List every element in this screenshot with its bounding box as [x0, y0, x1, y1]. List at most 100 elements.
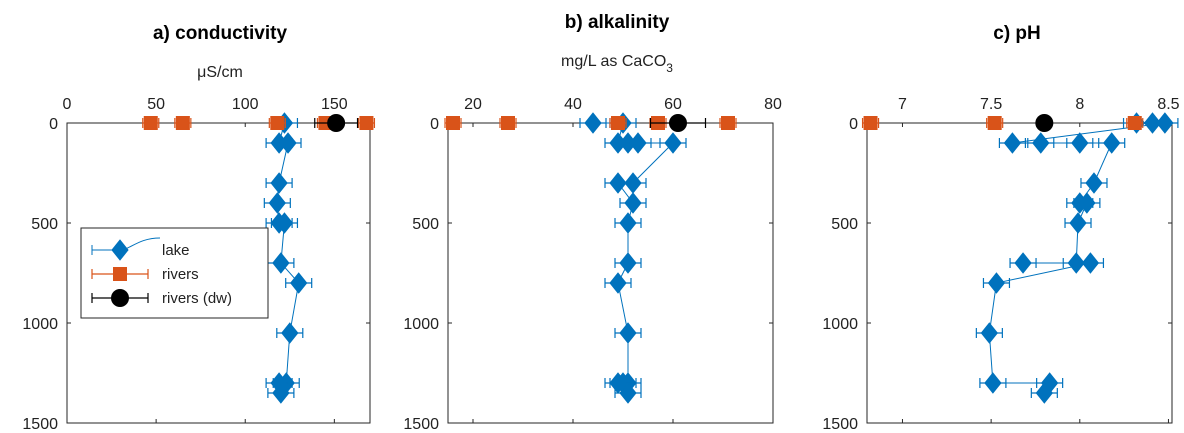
panel-conductivity: a) conductivity μS/cm 0 50 100 150050010001…: [22, 23, 376, 433]
data-point: [175, 116, 190, 130]
plot-area: [66, 122, 371, 424]
series-rivers-dw: [649, 114, 707, 132]
data-point: [270, 172, 288, 194]
legend: lake rivers rivers (dw): [80, 227, 269, 319]
data-point: [1071, 132, 1089, 154]
x-tick-label: 60: [664, 96, 682, 113]
data-point: [1156, 112, 1174, 134]
legend-marker: [111, 239, 129, 261]
legend-label: lake: [162, 242, 190, 259]
data-point: [290, 272, 308, 294]
data-point: [619, 382, 637, 404]
data-point: [584, 112, 602, 134]
data-point: [1078, 192, 1096, 214]
y-tick-label: 500: [412, 216, 439, 233]
x-tick-label: 100: [232, 96, 259, 113]
legend-label: rivers: [162, 266, 199, 283]
data-point: [609, 272, 627, 294]
legend-item-lake: lake: [91, 237, 190, 261]
series-rivers: [861, 116, 1144, 130]
x-tick-label: 8: [1075, 96, 1084, 113]
y-tick-label: 1000: [403, 316, 439, 333]
data-point: [987, 272, 1006, 294]
legend-item-rivers: rivers: [91, 266, 199, 283]
data-point: [619, 322, 637, 344]
legend-label: rivers (dw): [162, 290, 232, 307]
series-line: [593, 122, 675, 394]
series-lake: [579, 112, 687, 404]
x-tick-label: 7: [898, 96, 907, 113]
series-rivers-dw: [314, 114, 359, 132]
data-point: [359, 116, 374, 130]
data-point: [268, 192, 286, 214]
legend-marker: [113, 267, 127, 281]
y-tick-label: 0: [49, 116, 58, 133]
data-point: [1032, 132, 1050, 154]
data-point: [624, 192, 642, 214]
y-tick-label: 1500: [22, 416, 58, 433]
y-tick-label: 0: [849, 116, 858, 133]
axis-label-base: mg/L as CaCO: [561, 53, 666, 70]
data-point: [619, 252, 637, 274]
data-point: [664, 132, 682, 154]
data-point: [1067, 252, 1085, 274]
data-point: [279, 132, 297, 154]
series-lake: [263, 112, 313, 404]
series-rivers-dw: [1035, 114, 1054, 132]
x-tick-label: 20: [464, 96, 482, 113]
series-rivers: [142, 116, 376, 130]
panel-title: b) alkalinity: [565, 12, 670, 33]
data-point: [1035, 382, 1053, 404]
panel-title: a) conductivity: [153, 23, 288, 44]
data-point: [980, 322, 998, 344]
data-point: [270, 116, 285, 130]
y-tick-label: 1000: [22, 316, 58, 333]
series-lake: [975, 112, 1179, 404]
y-tick-label: 1000: [822, 316, 858, 333]
data-point: [611, 116, 625, 130]
y-tick-label: 500: [31, 216, 58, 233]
y-tick-label: 1500: [822, 416, 858, 433]
data-point: [984, 372, 1002, 394]
legend-box: [80, 227, 269, 319]
data-point: [1085, 172, 1103, 194]
x-tick-label: 50: [147, 96, 165, 113]
legend-item-rivers-dw: rivers (dw): [91, 289, 232, 307]
data-point: [1127, 116, 1142, 130]
panel-alkalinity: b) alkalinity mg/L as CaCO3 20 40 60 80 0 500…: [403, 12, 782, 433]
data-point: [987, 116, 1002, 130]
y-tick-label: 0: [430, 116, 439, 133]
data-point: [327, 114, 346, 132]
panel-ph: c) pH 7 7.5 8 8.5 0 500 1000 1500: [822, 23, 1179, 433]
plot-area: [866, 122, 1173, 424]
x-tick-label: 80: [764, 96, 782, 113]
panel-title: c) pH: [993, 23, 1041, 44]
data-point: [619, 212, 637, 234]
data-point: [863, 116, 878, 130]
axis-label: μS/cm: [197, 64, 243, 81]
data-point: [1069, 212, 1087, 234]
data-point: [275, 212, 294, 234]
data-point: [669, 114, 687, 132]
data-point: [272, 252, 290, 274]
y-tick-label: 1500: [403, 416, 439, 433]
x-tick-label: 8.5: [1157, 96, 1179, 113]
data-point: [281, 322, 299, 344]
x-tick-label: 150: [321, 96, 348, 113]
y-tick-label: 500: [831, 216, 858, 233]
data-point: [1103, 132, 1121, 154]
axis-label: mg/L as CaCO3: [561, 53, 673, 75]
data-point: [272, 382, 290, 404]
x-tick-label: 7.5: [980, 96, 1002, 113]
x-tick-label: 40: [564, 96, 582, 113]
data-point: [1003, 132, 1022, 154]
data-point: [1035, 114, 1054, 132]
axis-label-subscript: 3: [666, 61, 673, 75]
x-tick-label: 0: [63, 96, 72, 113]
data-point: [609, 172, 627, 194]
data-point: [143, 116, 158, 130]
data-point: [721, 116, 735, 130]
legend-marker: [111, 289, 129, 307]
data-point: [629, 132, 647, 154]
